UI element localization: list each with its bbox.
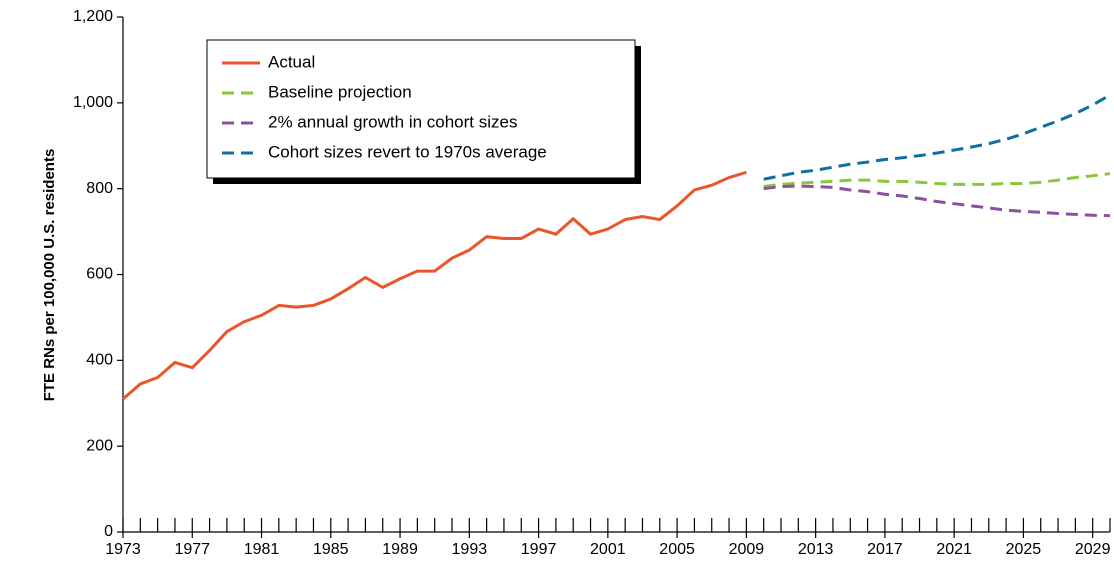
x-tick-label: 2013: [798, 541, 834, 558]
y-tick-label: 400: [86, 352, 113, 369]
x-tick-label: 2005: [659, 541, 695, 558]
x-tick-label: 1997: [521, 541, 557, 558]
x-tick-label: 1977: [174, 541, 210, 558]
x-tick-label: 1989: [382, 541, 418, 558]
x-tick-label: 2029: [1075, 541, 1111, 558]
y-tick-label: 1,200: [73, 8, 113, 25]
x-tick-label: 2001: [590, 541, 626, 558]
series-line: [763, 184, 1111, 218]
y-axis-label: FTE RNs per 100,000 U.S. residents: [41, 149, 58, 402]
legend-label: Actual: [268, 52, 315, 71]
series-line: [122, 170, 747, 401]
legend: [206, 39, 636, 179]
x-tick-label: 1981: [244, 541, 280, 558]
x-tick-label: 2025: [1006, 541, 1042, 558]
x-tick-label: 1973: [105, 541, 141, 558]
y-tick-label: 0: [104, 523, 113, 540]
series-line: [763, 93, 1111, 181]
x-tick-label: 1985: [313, 541, 349, 558]
x-tick-label: 2021: [936, 541, 972, 558]
legend-label: 2% annual growth in cohort sizes: [268, 112, 517, 131]
series-line: [763, 172, 1111, 189]
y-tick-label: 600: [86, 266, 113, 283]
x-tick-label: 1993: [452, 541, 488, 558]
legend-label: Baseline projection: [268, 82, 412, 101]
legend-label: Cohort sizes revert to 1970s average: [268, 142, 547, 161]
x-tick-label: 2017: [867, 541, 903, 558]
y-tick-label: 1,000: [73, 94, 113, 111]
y-tick-label: 200: [86, 437, 113, 454]
x-tick-label: 2009: [729, 541, 765, 558]
y-tick-label: 800: [86, 180, 113, 197]
